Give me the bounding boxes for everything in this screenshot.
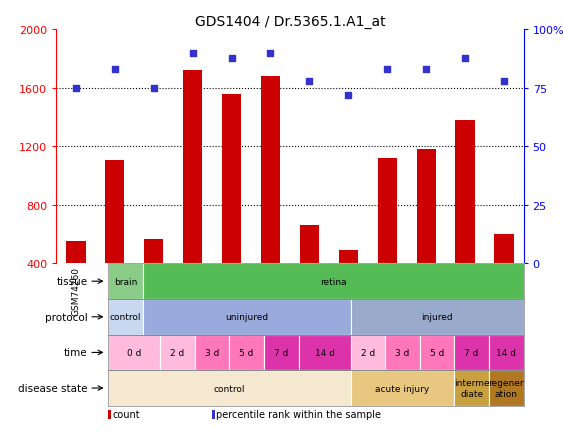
Bar	[212, 410, 215, 419]
Bar	[108, 335, 160, 370]
Point	[461, 55, 470, 62]
Text: 2 d: 2 d	[361, 348, 375, 357]
Text: brain: brain	[114, 277, 137, 286]
Text: 5 d: 5 d	[239, 348, 254, 357]
Text: disease state: disease state	[18, 383, 87, 393]
Bar	[222, 95, 242, 264]
Text: protocol: protocol	[44, 312, 87, 322]
Text: injured: injured	[421, 312, 453, 322]
Bar	[108, 370, 351, 406]
Text: 3 d: 3 d	[395, 348, 410, 357]
Bar	[298, 335, 351, 370]
Point	[344, 92, 353, 99]
Title: GDS1404 / Dr.5365.1.A1_at: GDS1404 / Dr.5365.1.A1_at	[195, 15, 385, 30]
Bar	[108, 264, 524, 299]
Text: retina: retina	[320, 277, 346, 286]
Point	[72, 85, 81, 92]
Bar	[143, 299, 351, 335]
Bar	[229, 335, 264, 370]
Text: time: time	[64, 348, 87, 358]
Bar	[351, 370, 454, 406]
Text: 14 d: 14 d	[315, 348, 334, 357]
Bar	[351, 299, 524, 335]
Bar	[108, 410, 111, 419]
Bar	[489, 370, 524, 406]
Text: 7 d: 7 d	[274, 348, 288, 357]
Bar	[420, 335, 454, 370]
Bar	[105, 160, 124, 264]
Bar	[108, 299, 524, 335]
Point	[499, 78, 508, 85]
Text: uninjured: uninjured	[225, 312, 268, 322]
Point	[305, 78, 314, 85]
Bar	[66, 242, 86, 264]
Bar	[489, 335, 524, 370]
Bar	[108, 264, 143, 299]
Point	[383, 66, 392, 73]
Text: count: count	[113, 409, 140, 419]
Bar	[378, 159, 397, 264]
Bar	[351, 335, 385, 370]
Bar	[261, 77, 280, 264]
Text: 0 d: 0 d	[127, 348, 141, 357]
Bar	[417, 150, 436, 264]
Bar	[494, 235, 514, 264]
Point	[266, 50, 275, 57]
Bar	[160, 335, 195, 370]
Text: 7 d: 7 d	[464, 348, 479, 357]
Bar	[108, 299, 143, 335]
Text: control: control	[213, 384, 245, 393]
Text: interme
diate: interme diate	[454, 378, 489, 398]
Bar	[385, 335, 420, 370]
Text: 5 d: 5 d	[430, 348, 444, 357]
Text: regener
ation: regener ation	[489, 378, 524, 398]
Point	[227, 55, 236, 62]
Text: acute injury: acute injury	[376, 384, 430, 393]
Point	[149, 85, 158, 92]
Text: 14 d: 14 d	[496, 348, 516, 357]
Bar	[455, 121, 475, 264]
Bar	[338, 250, 358, 264]
Text: control: control	[110, 312, 141, 322]
Bar	[108, 370, 524, 406]
Bar	[144, 240, 163, 264]
Point	[422, 66, 431, 73]
Text: percentile rank within the sample: percentile rank within the sample	[216, 409, 381, 419]
Bar	[195, 335, 229, 370]
Point	[188, 50, 197, 57]
Bar	[264, 335, 298, 370]
Text: 2 d: 2 d	[171, 348, 185, 357]
Bar	[300, 226, 319, 264]
Bar	[183, 71, 202, 264]
Bar	[143, 264, 524, 299]
Point	[110, 66, 119, 73]
Bar	[454, 370, 489, 406]
Text: 3 d: 3 d	[205, 348, 219, 357]
Text: tissue: tissue	[56, 276, 87, 286]
Bar	[108, 335, 524, 370]
Bar	[454, 335, 489, 370]
